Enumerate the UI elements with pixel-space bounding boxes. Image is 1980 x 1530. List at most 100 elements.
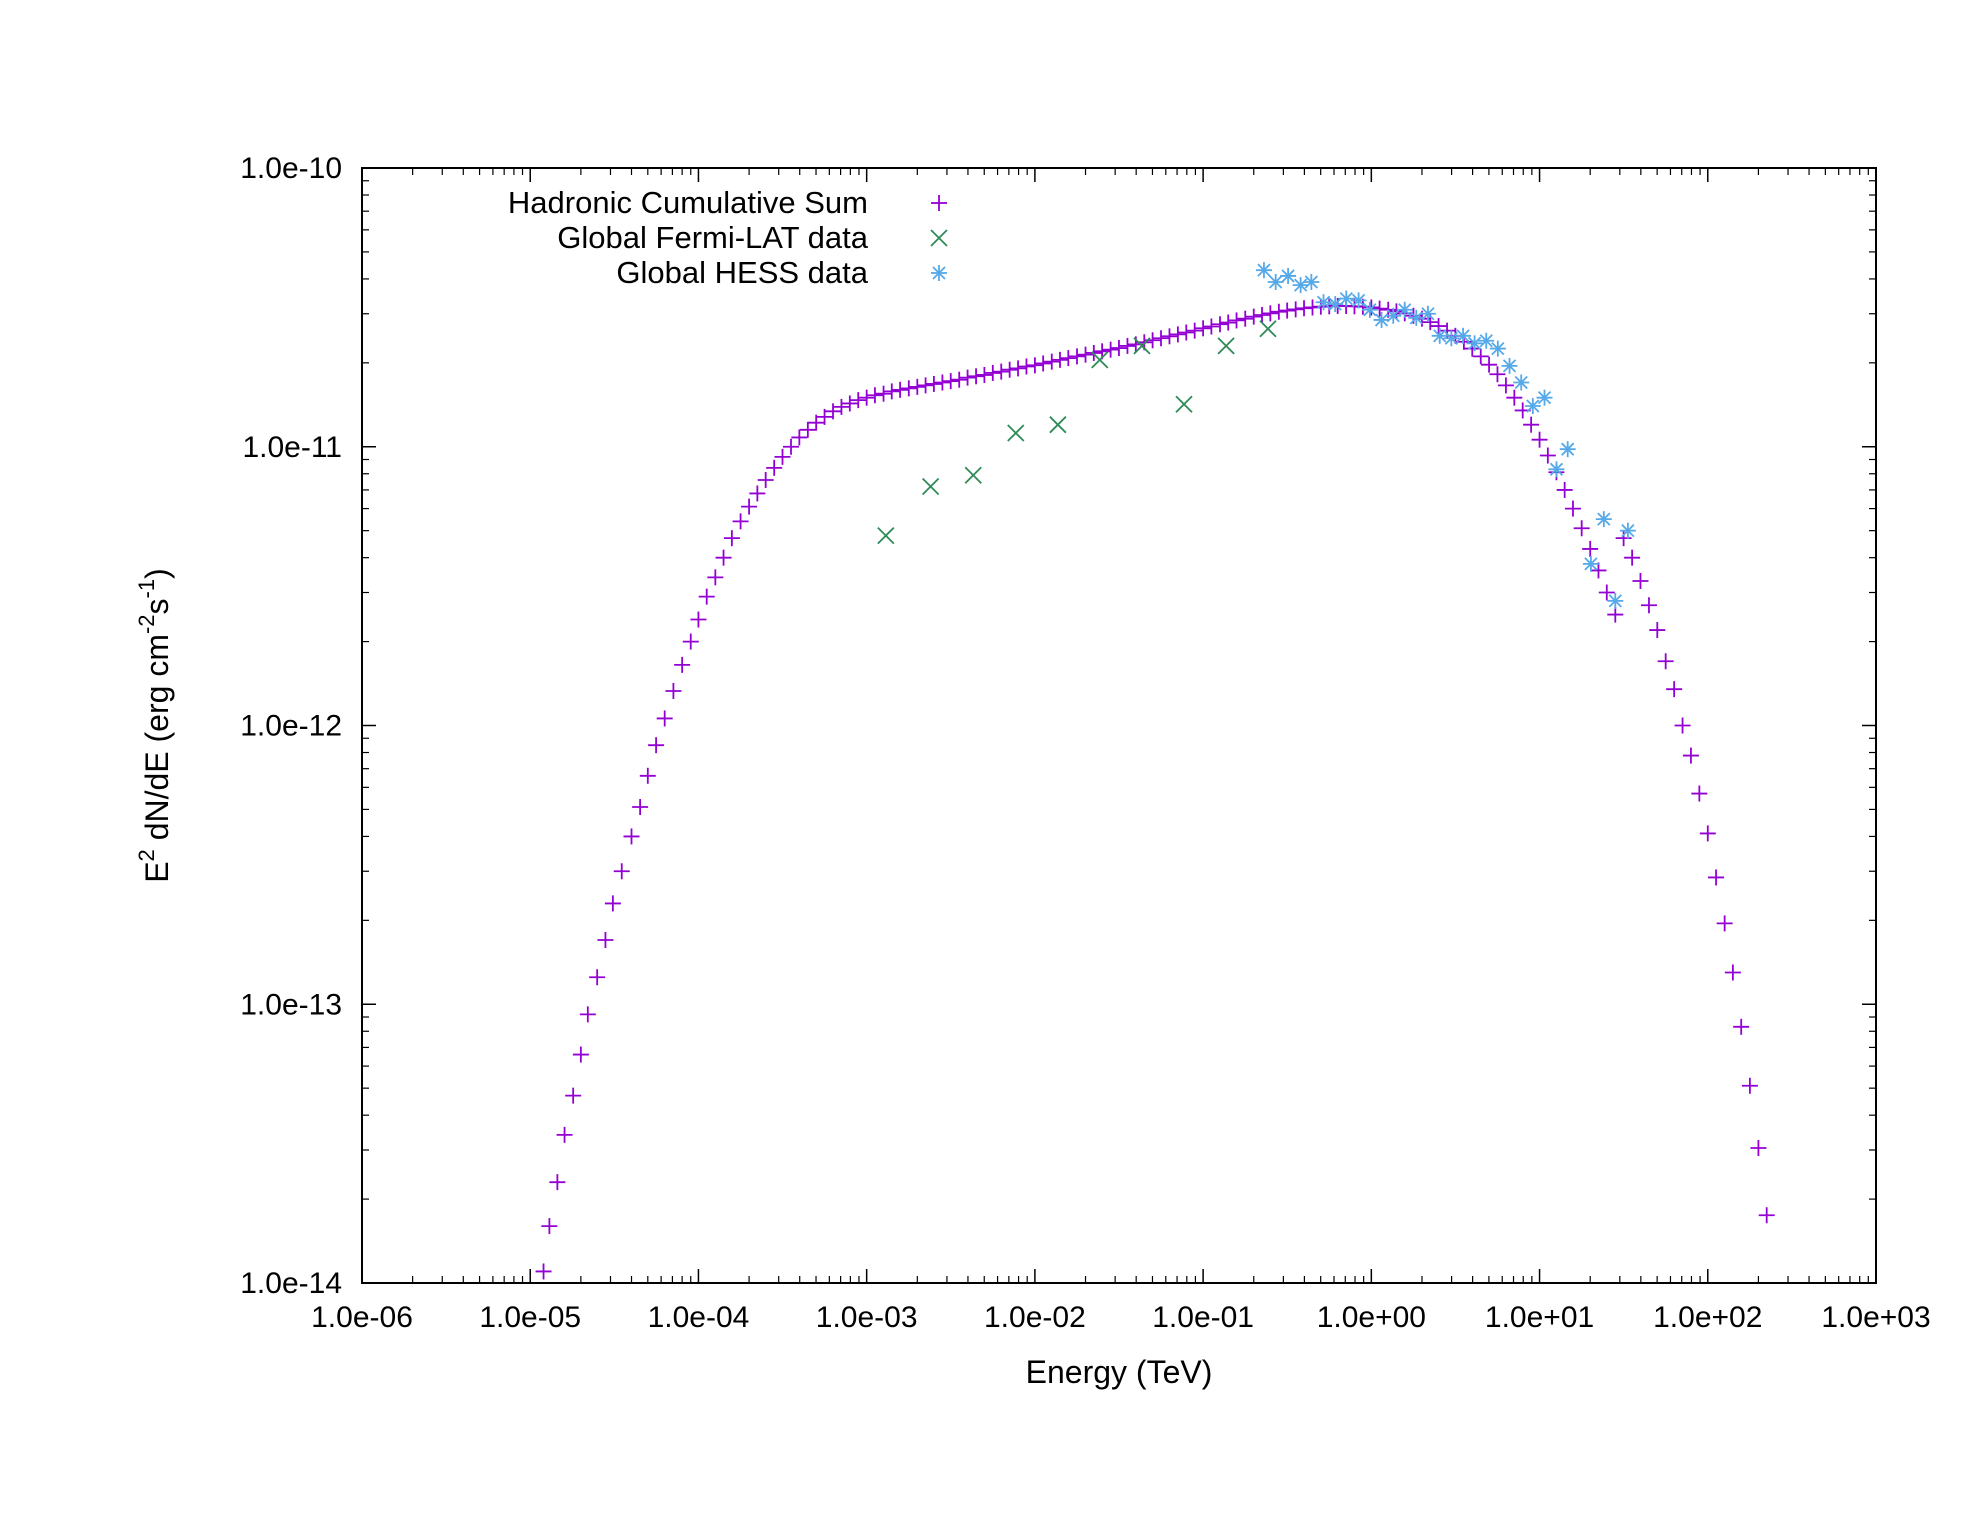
data-point bbox=[942, 373, 959, 390]
y-title-mid: dN/dE (erg cm bbox=[139, 634, 175, 849]
data-point bbox=[604, 895, 621, 912]
data-point bbox=[877, 526, 895, 545]
data-point bbox=[1624, 549, 1641, 566]
legend-label: Global Fermi-LAT data bbox=[557, 220, 868, 255]
data-point bbox=[1513, 374, 1530, 391]
data-point bbox=[572, 1046, 589, 1063]
data-point bbox=[1523, 416, 1540, 433]
data-point bbox=[1733, 1018, 1750, 1035]
data-point bbox=[1270, 303, 1287, 320]
x-tick-label: 1.0e-03 bbox=[816, 1301, 918, 1334]
data-point bbox=[1203, 318, 1220, 335]
data-point bbox=[1361, 301, 1378, 318]
data-point bbox=[934, 374, 951, 391]
data-point bbox=[791, 429, 808, 446]
x-tick-label: 1.0e-01 bbox=[1152, 1301, 1254, 1334]
data-point bbox=[674, 656, 691, 673]
data-point bbox=[783, 438, 800, 455]
data-point bbox=[816, 408, 833, 425]
y-tick-label: 1.0e-13 bbox=[240, 988, 342, 1021]
data-point bbox=[1539, 447, 1556, 464]
data-point bbox=[1262, 305, 1279, 322]
data-point bbox=[808, 414, 825, 431]
data-point bbox=[1758, 1207, 1775, 1224]
data-point bbox=[774, 448, 791, 465]
data-point bbox=[1110, 340, 1127, 357]
data-point bbox=[1531, 431, 1548, 448]
data-point bbox=[1590, 562, 1607, 579]
y-title-sup2: -2 bbox=[134, 614, 159, 634]
data-point bbox=[1259, 320, 1277, 338]
y-axis-title: E2 dN/dE (erg cm-2s-1) bbox=[134, 568, 175, 883]
data-point bbox=[1169, 326, 1186, 343]
data-point bbox=[909, 378, 926, 395]
data-point bbox=[1069, 348, 1086, 365]
data-point bbox=[866, 387, 883, 404]
data-point bbox=[968, 368, 985, 385]
data-point bbox=[1724, 964, 1741, 981]
data-point bbox=[1640, 597, 1657, 614]
data-point bbox=[1536, 389, 1553, 406]
data-point bbox=[579, 1006, 596, 1023]
data-point bbox=[1431, 327, 1448, 344]
data-point bbox=[1026, 357, 1043, 374]
data-point bbox=[1559, 441, 1576, 458]
data-point bbox=[1217, 337, 1235, 355]
data-point bbox=[1119, 337, 1136, 354]
data-point bbox=[964, 466, 982, 484]
x-tick-label: 1.0e+01 bbox=[1485, 1301, 1594, 1334]
data-point bbox=[1489, 340, 1506, 357]
data-point bbox=[1175, 395, 1193, 413]
legend-marker-symbol bbox=[930, 229, 948, 247]
legend-marker-symbol bbox=[931, 265, 947, 281]
x-axis: 1.0e-06 1.0e-05 1.0e-04 1.0e-03 1.0e-02 1.0e-… bbox=[311, 168, 1931, 1334]
x-tick-label: 1.0e-06 bbox=[311, 1301, 413, 1334]
legend-entry: Hadronic Cumulative Sum bbox=[508, 185, 947, 220]
data-point bbox=[976, 366, 993, 383]
data-point bbox=[1582, 540, 1599, 557]
y-title-end: ) bbox=[139, 568, 175, 579]
data-point bbox=[1007, 424, 1025, 442]
data-point bbox=[565, 1087, 582, 1104]
data-point bbox=[1619, 522, 1636, 539]
data-point bbox=[799, 421, 816, 438]
data-point bbox=[1396, 301, 1413, 318]
data-point bbox=[1455, 327, 1472, 344]
x-tick-label: 1.0e-05 bbox=[479, 1301, 581, 1334]
data-point bbox=[698, 588, 715, 605]
data-point bbox=[1657, 653, 1674, 670]
data-point bbox=[892, 381, 909, 398]
x-axis-title: Energy (TeV) bbox=[1026, 1354, 1213, 1390]
data-point bbox=[1280, 267, 1297, 284]
data-point bbox=[1666, 681, 1683, 698]
data-point bbox=[632, 799, 649, 816]
data-point bbox=[1279, 302, 1296, 319]
data-point bbox=[1598, 584, 1615, 601]
data-point bbox=[1338, 290, 1355, 307]
data-point bbox=[1443, 330, 1460, 347]
data-point bbox=[690, 611, 707, 628]
y-title-mid2: s bbox=[139, 598, 175, 614]
data-point bbox=[766, 459, 783, 476]
data-point bbox=[1211, 316, 1228, 333]
data-point bbox=[723, 530, 740, 547]
data-point bbox=[1682, 747, 1699, 764]
legend: Hadronic Cumulative Sum Global Fermi-LAT… bbox=[508, 185, 948, 290]
data-point bbox=[1716, 915, 1733, 932]
data-point bbox=[858, 389, 875, 406]
data-point bbox=[741, 498, 758, 515]
data-point bbox=[1489, 366, 1506, 383]
plot-area bbox=[361, 167, 1877, 1284]
data-point bbox=[1220, 314, 1237, 331]
data-point bbox=[589, 969, 606, 986]
data-point bbox=[1481, 356, 1498, 373]
data-point bbox=[1001, 361, 1018, 378]
data-point bbox=[1501, 357, 1518, 374]
data-point bbox=[1691, 785, 1708, 802]
legend-marker bbox=[931, 265, 947, 281]
data-point bbox=[732, 513, 749, 530]
data-point bbox=[1408, 309, 1425, 326]
series-layer bbox=[535, 262, 1775, 1280]
data-point bbox=[648, 737, 665, 754]
y-title-base: E bbox=[139, 861, 175, 882]
